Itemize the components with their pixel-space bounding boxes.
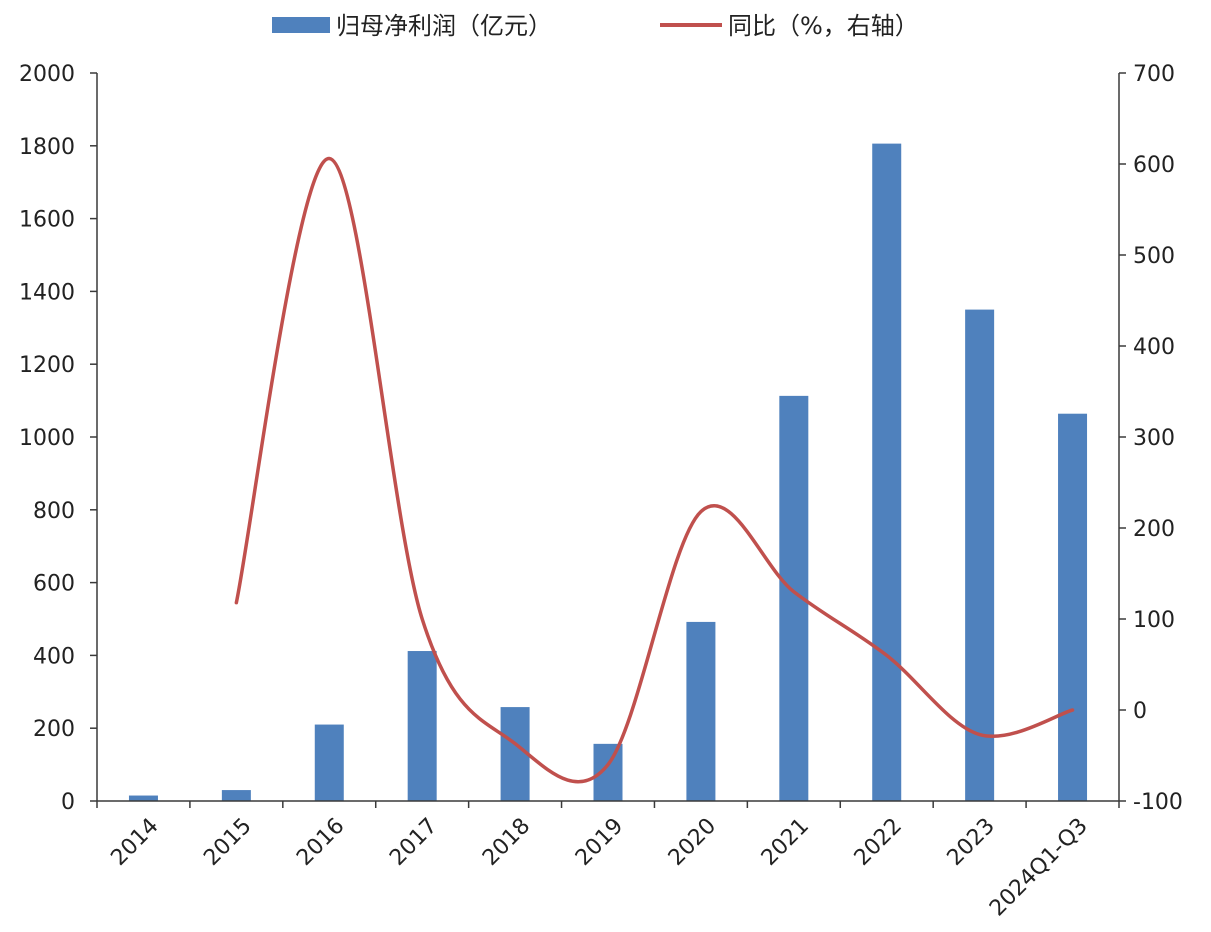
left-tick-label: 1000 bbox=[19, 426, 75, 451]
right-tick-label: -100 bbox=[1133, 790, 1183, 815]
legend: 归母净利润（亿元） 同比（%，右轴） bbox=[272, 12, 919, 40]
legend-bar-label: 归母净利润（亿元） bbox=[336, 12, 552, 40]
x-tick-label: 2019 bbox=[571, 814, 628, 871]
left-tick-label: 200 bbox=[33, 717, 75, 742]
x-tick-label: 2021 bbox=[757, 814, 814, 871]
right-tick-label: 0 bbox=[1133, 699, 1147, 724]
left-tick-label: 1600 bbox=[19, 208, 75, 233]
x-tick-label: 2016 bbox=[292, 814, 349, 871]
left-tick-label: 1200 bbox=[19, 353, 75, 378]
left-tick-label: 2000 bbox=[19, 62, 75, 87]
bar-2017 bbox=[407, 651, 437, 801]
line-layer bbox=[234, 156, 1075, 784]
right-tick-label: 400 bbox=[1133, 335, 1175, 360]
right-tick-label: 100 bbox=[1133, 608, 1175, 633]
x-tick-label: 2017 bbox=[385, 814, 442, 871]
bars bbox=[128, 143, 1088, 802]
bar-2022 bbox=[872, 143, 902, 802]
left-tick-label: 600 bbox=[33, 572, 75, 597]
bar-2016 bbox=[314, 724, 344, 801]
left-tick-label: 800 bbox=[33, 499, 75, 524]
right-tick-label: 600 bbox=[1133, 153, 1175, 178]
left-tick-label: 1800 bbox=[19, 135, 75, 160]
x-tick-label: 2024Q1-Q3 bbox=[985, 814, 1093, 922]
left-tick-label: 1400 bbox=[19, 280, 75, 305]
x-tick-label: 2014 bbox=[106, 814, 163, 871]
bar-2019 bbox=[593, 743, 623, 801]
x-tick-label: 2015 bbox=[199, 814, 256, 871]
legend-bar-swatch bbox=[272, 17, 330, 33]
legend-line-label: 同比（%，右轴） bbox=[728, 12, 919, 40]
bar-2023 bbox=[965, 309, 995, 801]
bar-2015 bbox=[221, 790, 251, 801]
left-tick-label: 400 bbox=[33, 644, 75, 669]
right-tick-label: 300 bbox=[1133, 426, 1175, 451]
right-tick-label: 700 bbox=[1133, 62, 1175, 87]
x-tick-label: 2022 bbox=[850, 814, 907, 871]
x-tick-label: 2023 bbox=[943, 814, 1000, 871]
bar-2014 bbox=[128, 795, 158, 801]
bar-2024Q1-Q3 bbox=[1058, 413, 1088, 801]
yoy-line bbox=[234, 156, 1075, 784]
right-tick-label: 200 bbox=[1133, 517, 1175, 542]
x-tick-label: 2020 bbox=[664, 814, 721, 871]
bar-2020 bbox=[686, 621, 716, 801]
x-tick-label: 2018 bbox=[478, 814, 535, 871]
right-tick-label: 500 bbox=[1133, 244, 1175, 269]
left-tick-label: 0 bbox=[61, 790, 75, 815]
bar-2018 bbox=[500, 707, 530, 801]
